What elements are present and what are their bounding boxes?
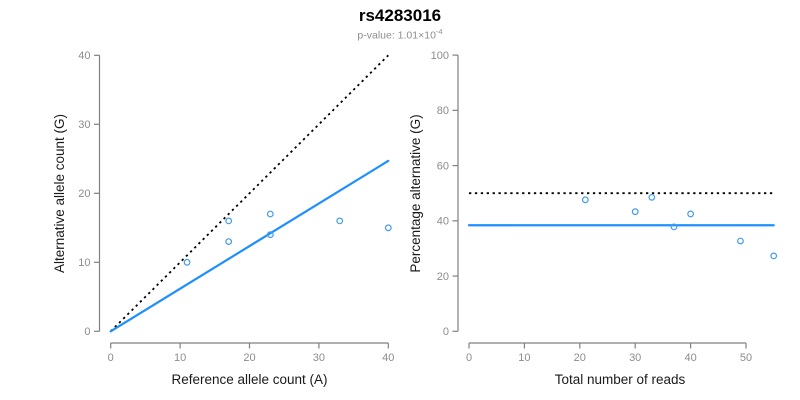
data-point	[581, 196, 589, 204]
data-point	[631, 208, 639, 216]
y-tick-label: 40	[437, 216, 449, 228]
data-point	[384, 224, 392, 232]
right-panel: 0 20 40 60 80 100 0 10 20 30 40 50 Total number of r…	[408, 50, 778, 387]
x-tick-label: 0	[466, 352, 472, 364]
data-point	[336, 217, 344, 225]
x-axis-title: Total number of reads	[555, 372, 686, 387]
data-point	[183, 258, 191, 266]
y-tick-label: 100	[431, 50, 449, 62]
y-tick-label: 20	[437, 271, 449, 283]
y-axis-title: Alternative allele count (G)	[52, 114, 67, 273]
plot-title: rs4283016	[358, 6, 442, 25]
x-tick-label: 10	[518, 352, 530, 364]
left-panel: 0 10 20 30 40 0 10 20 30 40 Reference allele count…	[52, 50, 394, 387]
y-tick-label: 0	[443, 326, 449, 338]
y-tick-label: 60	[437, 160, 449, 172]
x-tick-label: 10	[174, 352, 186, 364]
identity-line	[110, 54, 389, 332]
data-point	[737, 237, 744, 245]
data-point	[225, 217, 233, 225]
y-tick-label: 40	[78, 50, 90, 62]
y-tick-label: 10	[78, 257, 90, 269]
data-point	[670, 223, 678, 231]
y-axis-title: Percentage alternative (G)	[408, 114, 423, 272]
x-tick-label: 40	[382, 352, 394, 364]
x-tick-label: 20	[243, 352, 255, 364]
data-point	[770, 252, 778, 260]
x-tick-label: 0	[108, 352, 114, 364]
y-tick-label: 20	[78, 188, 90, 200]
data-point	[266, 210, 274, 218]
y-tick-label: 0	[84, 326, 90, 338]
plot-subtitle: p-value: 1.01×10-4	[0, 27, 800, 42]
x-axis-title: Reference allele count (A)	[171, 372, 327, 387]
fit-line	[109, 159, 390, 333]
x-tick-label: 30	[629, 352, 641, 364]
data-point	[225, 238, 233, 246]
p-value-text: p-value: 1.01×10	[357, 29, 436, 42]
y-tick-label: 80	[437, 105, 449, 117]
x-tick-label: 30	[313, 352, 325, 364]
x-tick-label: 40	[684, 352, 696, 364]
data-point	[266, 231, 274, 239]
x-tick-label: 50	[740, 352, 752, 364]
p-value-exponent: -4	[435, 27, 443, 36]
data-point	[648, 193, 656, 201]
x-tick-label: 20	[574, 352, 586, 364]
data-point	[687, 210, 694, 218]
y-tick-label: 30	[78, 119, 90, 131]
